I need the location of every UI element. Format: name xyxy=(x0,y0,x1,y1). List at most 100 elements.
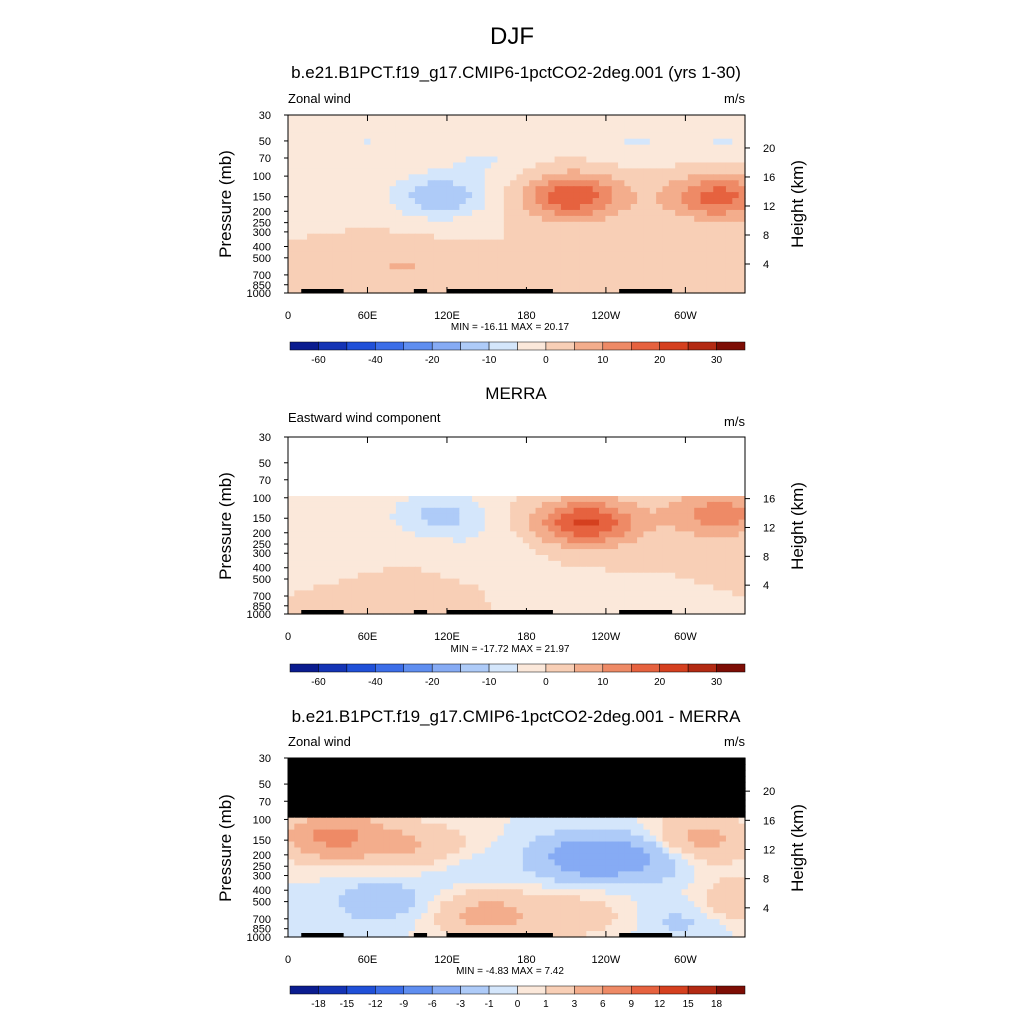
field-cell xyxy=(694,245,702,253)
field-cell xyxy=(599,811,606,819)
field-cell xyxy=(288,758,295,765)
field-cell xyxy=(579,525,587,532)
field-cell xyxy=(548,204,556,211)
field-cell xyxy=(383,555,391,562)
field-cell xyxy=(643,537,651,544)
field-cell xyxy=(395,531,403,538)
field-cell xyxy=(338,793,346,801)
field-cell xyxy=(694,549,702,556)
field-cell xyxy=(725,221,733,229)
field-cell xyxy=(307,531,314,538)
field-cell xyxy=(376,507,384,515)
field-cell xyxy=(548,120,556,128)
field-cell xyxy=(592,572,600,580)
panel-merra: MERRA Eastward wind component m/s Pressu… xyxy=(216,384,807,655)
field-cell xyxy=(624,549,632,556)
field-cell xyxy=(364,204,372,211)
field-cell xyxy=(395,572,403,580)
field-cell xyxy=(713,209,721,217)
field-cell xyxy=(408,281,416,288)
field-cell xyxy=(611,549,619,556)
field-cell xyxy=(694,221,702,229)
field-cell xyxy=(516,174,524,181)
field-cell xyxy=(713,555,721,562)
field-cell xyxy=(408,572,416,580)
field-cell xyxy=(465,584,473,591)
field-cell xyxy=(522,769,530,777)
field-cell xyxy=(446,769,454,777)
x-tick-label: 60W xyxy=(674,631,697,643)
field-cell xyxy=(656,566,664,574)
field-cell xyxy=(414,132,422,140)
panel-model: b.e21.B1PCT.f19_g17.CMIP6-1pctCO2-2deg.0… xyxy=(216,63,807,333)
field-cell xyxy=(725,578,733,586)
field-cell xyxy=(510,233,518,241)
field-cell xyxy=(681,525,689,532)
field-cell xyxy=(643,269,651,276)
field-cell xyxy=(459,275,467,282)
field-cell xyxy=(706,602,714,609)
field-cell xyxy=(319,227,327,235)
y-tick-label: 400 xyxy=(253,241,271,253)
field-cell xyxy=(541,793,549,801)
field-cell xyxy=(681,263,689,270)
field-cell xyxy=(567,120,575,128)
field-cell xyxy=(725,537,733,544)
field-cell xyxy=(649,555,657,562)
field-cell xyxy=(313,531,321,538)
field-cell xyxy=(294,590,302,597)
field-cell xyxy=(294,192,302,199)
field-cell xyxy=(307,269,314,276)
field-cell xyxy=(465,168,473,175)
field-cell xyxy=(288,572,295,580)
field-cell xyxy=(560,602,568,609)
field-cell xyxy=(478,590,486,597)
field-cell xyxy=(421,584,429,591)
field-cell xyxy=(725,584,733,591)
field-cell xyxy=(300,584,308,591)
field-cell xyxy=(725,543,733,550)
field-cell xyxy=(687,758,695,765)
x-tick-label: 120W xyxy=(592,310,621,322)
field-cell xyxy=(300,793,308,801)
field-cell xyxy=(453,596,460,603)
field-cell xyxy=(370,572,378,580)
field-cell xyxy=(700,287,708,294)
field-cell xyxy=(637,126,645,134)
field-cell xyxy=(338,138,346,146)
field-cell xyxy=(656,281,664,288)
field-cell xyxy=(338,251,346,258)
y-tick-label: 50 xyxy=(259,136,271,148)
field-cell xyxy=(503,805,511,813)
field-cell xyxy=(294,584,302,591)
field-cell xyxy=(599,132,606,140)
field-cell xyxy=(732,823,740,831)
field-cell xyxy=(414,501,422,509)
field-cell xyxy=(491,204,499,211)
field-cell xyxy=(402,513,410,521)
field-cell xyxy=(459,566,467,574)
field-cell xyxy=(478,572,486,580)
field-cell xyxy=(605,120,613,128)
field-cell xyxy=(446,192,454,199)
field-cell xyxy=(453,245,460,253)
field-cell xyxy=(491,793,499,801)
field-cell xyxy=(376,287,384,294)
field-cell xyxy=(294,150,302,158)
field-cell xyxy=(319,174,327,181)
field-cell xyxy=(300,531,308,538)
field-cell xyxy=(579,805,587,813)
field-cell xyxy=(535,847,543,855)
field-cell xyxy=(560,192,568,199)
field-cell xyxy=(288,221,295,229)
field-cell xyxy=(516,507,524,515)
field-cell xyxy=(459,823,467,831)
field-cell xyxy=(630,769,638,777)
field-cell xyxy=(307,263,314,270)
field-cell xyxy=(370,555,378,562)
field-cell xyxy=(675,192,683,199)
field-cell xyxy=(592,496,600,503)
field-cell xyxy=(560,566,568,574)
field-cell xyxy=(503,239,511,247)
field-cell xyxy=(345,245,353,253)
